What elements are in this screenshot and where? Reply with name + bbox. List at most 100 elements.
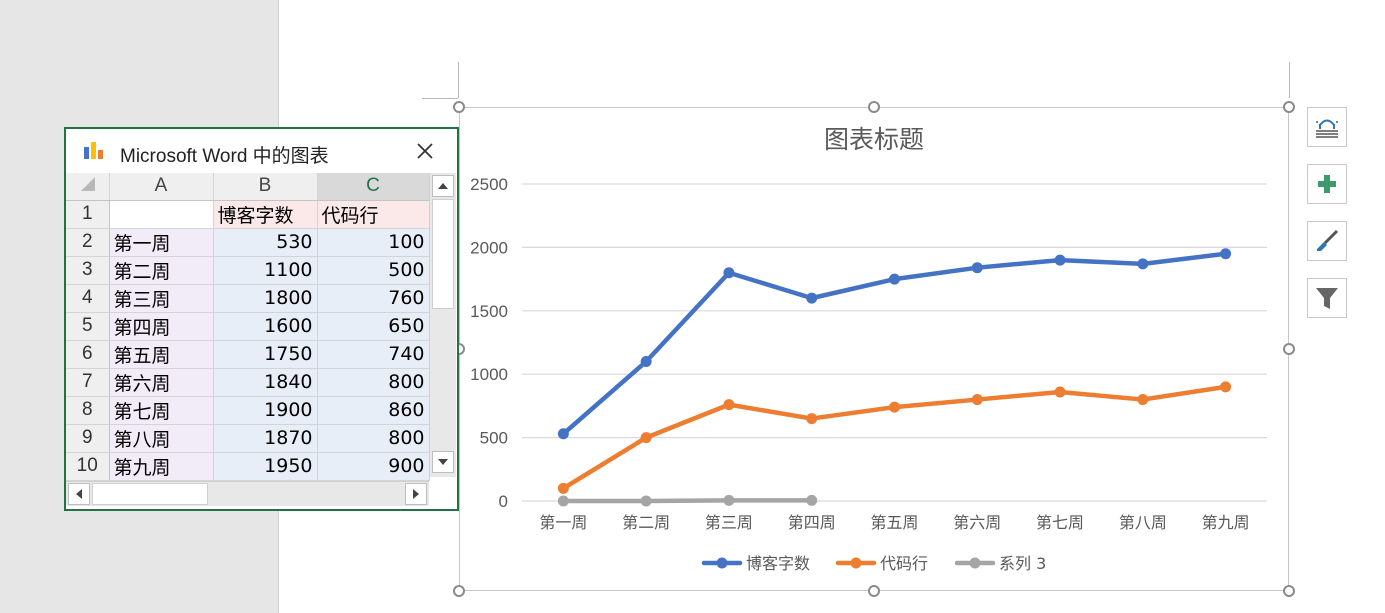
cell-category[interactable]: 第八周 [109,424,214,453]
cell-value[interactable]: 1100 [213,256,318,285]
row-header[interactable]: 5 [66,312,110,341]
resize-handle-top[interactable] [868,101,880,113]
row-header[interactable]: 7 [66,368,110,397]
cell[interactable] [109,200,214,229]
series-line[interactable] [561,498,814,504]
cell-category[interactable]: 第三周 [109,284,214,313]
column-header-c[interactable]: C [317,173,430,201]
data-point[interactable] [971,394,983,406]
cell-value[interactable]: 740 [317,340,430,369]
row-header[interactable]: 8 [66,396,110,425]
resize-handle-top-left[interactable] [453,101,465,113]
cell-value[interactable]: 800 [317,424,430,453]
cell-value[interactable]: 1750 [213,340,318,369]
row-header[interactable]: 2 [66,228,110,257]
cell-value[interactable]: 100 [317,228,430,257]
cell-value[interactable]: 1870 [213,424,318,453]
resize-handle-bottom-left[interactable] [453,585,465,597]
layout-options-button[interactable] [1307,107,1347,147]
window-titlebar[interactable]: Microsoft Word 中的图表 [66,129,457,173]
row-header[interactable]: 3 [66,256,110,285]
cell-value[interactable]: 500 [317,256,430,285]
data-point[interactable] [723,399,735,411]
horizontal-scrollbar[interactable] [66,481,429,506]
scroll-up-button[interactable] [432,175,454,197]
row-header[interactable]: 9 [66,424,110,453]
chart-data-window[interactable]: Microsoft Word 中的图表 A B C 1 博客字数 代码行 2 第… [64,127,459,511]
chart-elements-button[interactable] [1307,164,1347,204]
cell-value[interactable]: 1800 [213,284,318,313]
chart-title[interactable]: 图表标题 [824,125,924,154]
data-point[interactable] [723,267,735,279]
row-header[interactable]: 6 [66,340,110,369]
resize-handle-top-right[interactable] [1283,101,1295,113]
cell-category[interactable]: 第四周 [109,312,214,341]
legend-item[interactable]: 代码行 [835,554,928,573]
row-header[interactable]: 10 [66,452,110,481]
column-header-b[interactable]: B [213,173,318,201]
row-header[interactable]: 4 [66,284,110,313]
cell-value[interactable]: 860 [317,396,430,425]
data-point[interactable] [1220,248,1232,260]
cell-category[interactable]: 第九周 [109,452,214,481]
select-all-corner[interactable] [66,173,110,201]
data-point[interactable] [640,432,652,444]
chart-filters-button[interactable] [1307,278,1347,318]
data-point[interactable] [640,356,652,368]
cell-category[interactable]: 第二周 [109,256,214,285]
data-point[interactable] [1054,254,1066,266]
scroll-right-button[interactable] [405,483,427,505]
cell-series-name[interactable]: 代码行 [317,200,430,229]
data-point[interactable] [1220,381,1232,393]
spreadsheet-grid[interactable]: A B C 1 博客字数 代码行 2 第一周 530 100 3 第二周 110… [66,173,430,481]
cell-value[interactable]: 760 [317,284,430,313]
cell-category[interactable]: 第五周 [109,340,214,369]
vertical-scroll-thumb[interactable] [432,199,454,309]
data-point[interactable] [806,494,818,506]
cell-category[interactable]: 第一周 [109,228,214,257]
cell-category[interactable]: 第六周 [109,368,214,397]
legend[interactable]: 博客字数 代码行 系列 3 [701,554,1046,573]
cell-value[interactable]: 800 [317,368,430,397]
cell-value[interactable]: 900 [317,452,430,481]
row-header[interactable]: 1 [66,200,110,229]
cell-value[interactable]: 650 [317,312,430,341]
data-point[interactable] [889,273,900,285]
data-point[interactable] [723,494,735,506]
column-header-a[interactable]: A [109,173,214,201]
series-3[interactable] [557,494,818,507]
scroll-down-button[interactable] [432,451,454,473]
data-point[interactable] [806,413,818,425]
cell-value[interactable]: 1600 [213,312,318,341]
data-point[interactable] [889,401,900,413]
cell-value[interactable]: 530 [213,228,318,257]
cell-value[interactable]: 1950 [213,452,318,481]
cell-category[interactable]: 第七周 [109,396,214,425]
resize-handle-right[interactable] [1283,343,1295,355]
series-2[interactable] [557,381,1232,494]
data-point[interactable] [557,428,569,440]
horizontal-scroll-thumb[interactable] [92,483,208,505]
cell-value[interactable]: 1900 [213,396,318,425]
data-point[interactable] [1137,394,1149,406]
resize-handle-bottom[interactable] [868,585,880,597]
vertical-scrollbar[interactable] [429,173,456,477]
data-point[interactable] [557,482,569,494]
legend-item[interactable]: 系列 3 [954,554,1046,573]
cell-series-name[interactable]: 博客字数 [213,200,318,229]
data-point[interactable] [971,262,983,274]
chart-styles-button[interactable] [1307,221,1347,261]
data-point[interactable] [640,495,652,507]
scroll-left-button[interactable] [68,483,90,505]
resize-handle-bottom-right[interactable] [1283,585,1295,597]
series-1[interactable] [557,248,1232,440]
data-point[interactable] [806,292,818,304]
cell-value[interactable]: 1840 [213,368,318,397]
legend-item[interactable]: 博客字数 [701,554,810,573]
close-button[interactable] [408,135,442,167]
data-point[interactable] [1137,258,1149,270]
data-point[interactable] [557,495,569,507]
data-point[interactable] [1054,386,1066,398]
plot-area[interactable] [557,248,1232,507]
